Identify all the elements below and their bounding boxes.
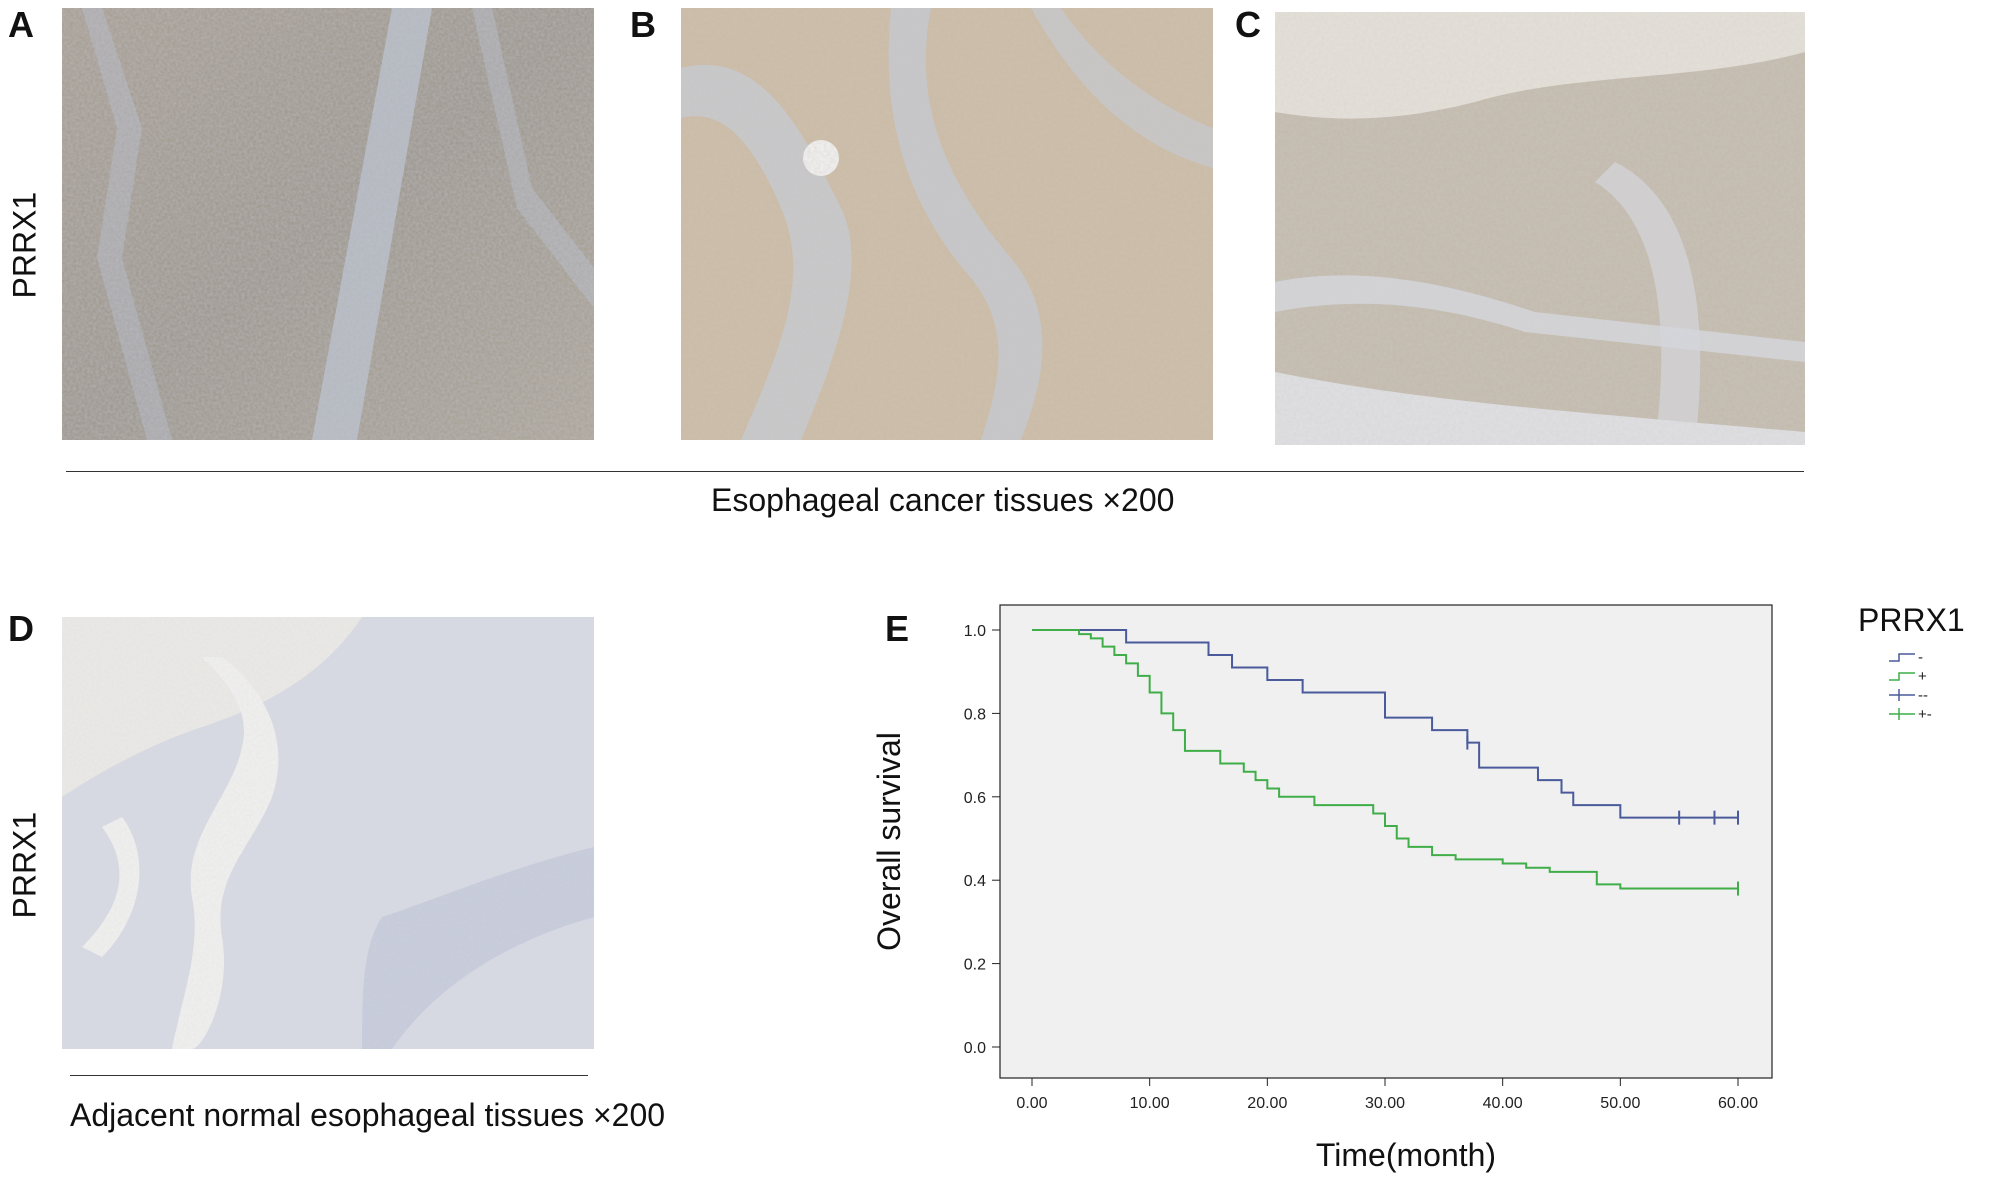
panel-letter-c: C [1235, 4, 1261, 45]
tissue-image-c [1275, 12, 1805, 445]
y-tick-label: 0.6 [964, 790, 986, 807]
panel-letter-d: D [8, 608, 34, 649]
panel-letter-a: A [8, 4, 34, 45]
panel-letter-e: E [885, 608, 910, 649]
legend-label: +- [1918, 706, 1932, 723]
x-tick-label: 40.00 [1483, 1095, 1523, 1112]
plot-area-group: 0.0 0.2 0.4 0.6 0.8 1.0 0.00 10.00 20.00 30.00 40.… [871, 604, 1773, 1173]
panel-letter-b: B [630, 4, 656, 45]
x-tick-label: 50.00 [1600, 1095, 1640, 1112]
x-axis-label: Time(month) [1316, 1137, 1496, 1173]
plot-frame [999, 604, 1773, 1079]
y-tick-label: 0.8 [964, 706, 986, 723]
x-tick-label: 30.00 [1365, 1095, 1405, 1112]
caption-cancer-tissues: Esophageal cancer tissues ×200 [711, 482, 1175, 518]
legend-title: PRRX1 [1858, 602, 1965, 638]
row-label-prrx1-bottom: PRRX1 [6, 811, 43, 919]
legend-label: -- [1918, 687, 1928, 704]
y-tick-label: 1.0 [964, 623, 986, 640]
row-label-prrx1-top: PRRX1 [6, 191, 43, 299]
survival-line-negative [1032, 629, 1738, 819]
tissue-image-b [681, 8, 1213, 440]
caption-normal-tissues: Adjacent normal esophageal tissues ×200 [70, 1097, 666, 1133]
survival-chart: 0.0 0.2 0.4 0.6 0.8 1.0 0.00 10.00 20.00 30.00 40.… [871, 604, 1773, 1173]
tissue-image-a [62, 8, 594, 440]
divider-line-cancer [66, 471, 1804, 472]
y-axis-label: Overall survival [871, 732, 907, 951]
y-tick-label: 0.4 [964, 873, 986, 890]
legend-label: + [1918, 668, 1927, 685]
legend-swatch [1889, 653, 1915, 662]
legend-swatch [1889, 672, 1915, 681]
y-tick-label: 0.2 [964, 957, 986, 974]
divider-line-normal [70, 1075, 588, 1076]
x-tick-label: 10.00 [1130, 1095, 1170, 1112]
survival-line-positive [1032, 629, 1738, 890]
x-tick-label: 0.00 [1016, 1095, 1047, 1112]
tissue-image-d [62, 617, 594, 1049]
x-tick-label: 60.00 [1718, 1095, 1758, 1112]
y-tick-label: 0.0 [964, 1040, 986, 1057]
x-tick-label: 20.00 [1247, 1095, 1287, 1112]
legend: - + -- +- [1889, 649, 1932, 723]
legend-label: - [1918, 649, 1923, 666]
